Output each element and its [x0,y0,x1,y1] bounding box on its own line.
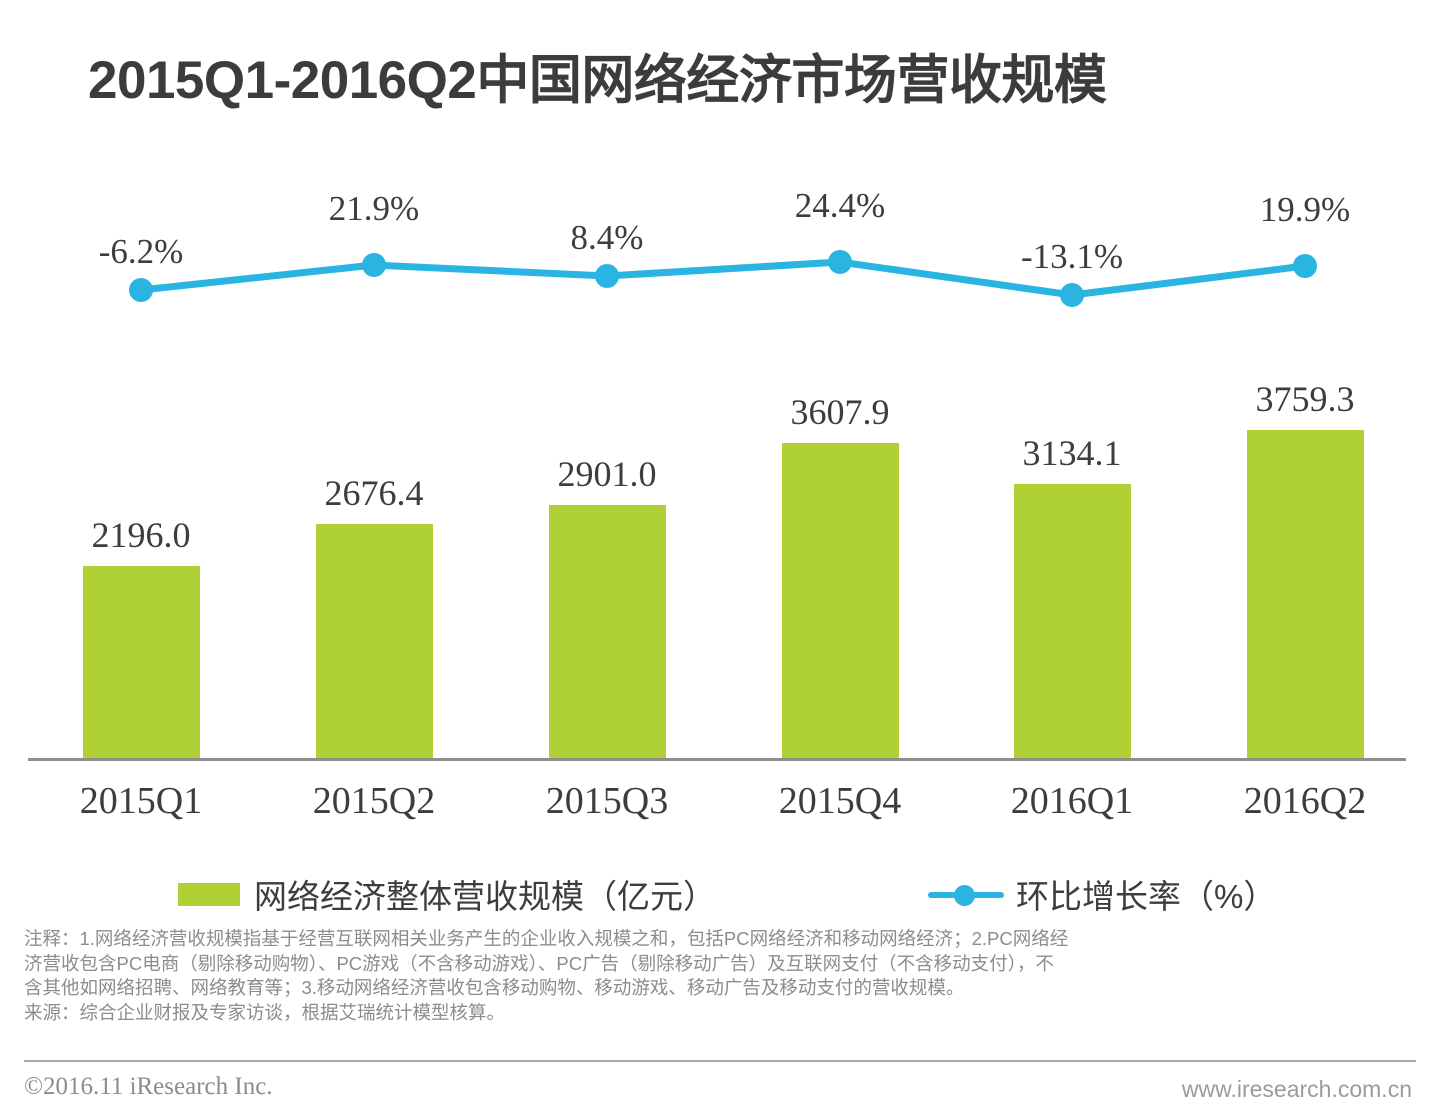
growth-rate-label-2015Q3: 8.4% [570,218,644,257]
line-point-2015Q2 [362,253,386,277]
footer-divider [24,1060,1416,1062]
line-point-2015Q4 [828,250,852,274]
bar-2016Q1 [1013,484,1131,758]
legend-line-swatch-icon [928,881,1004,907]
line-point-2015Q1 [129,278,153,302]
line-point-2015Q3 [595,264,619,288]
bar-2015Q1 [82,566,200,758]
bar-value-label-2015Q1: 2196.0 [91,515,191,555]
bar-value-label-2016Q2: 3759.3 [1255,379,1355,419]
website-link[interactable]: www.iresearch.com.cn [1181,1076,1412,1102]
bar-value-label-2015Q4: 3607.9 [790,392,890,432]
line-point-2016Q2 [1293,254,1317,278]
x-axis-label-2015Q1: 2015Q1 [79,780,203,822]
footnote-line-3: 含其他如网络招聘、网络教育等；3.移动网络经济营收包含移动购物、移动游戏、移动广… [24,977,965,998]
bar-value-label-2015Q3: 2901.0 [557,454,657,494]
bar-2015Q2 [315,524,433,758]
footnote-line-1: 注释：1.网络经济营收规模指基于经营互联网相关业务产生的企业收入规模之和，包括P… [24,928,1069,949]
legend-item-growth-rate-label: 环比增长率（%） [1016,878,1277,915]
x-axis-label-2015Q2: 2015Q2 [312,780,436,822]
bar-2016Q2 [1246,430,1364,758]
growth-rate-label-2016Q1: -13.1% [1020,237,1124,276]
page-title: 2015Q1-2016Q2中国网络经济市场营收规模 [88,51,1107,110]
bar-value-label-2016Q1: 3134.1 [1022,433,1122,473]
x-axis-label-2015Q3: 2015Q3 [545,780,669,822]
legend-item-growth-rate[interactable]: 环比增长率（%） [928,866,1276,922]
growth-rate-label-2016Q2: 19.9% [1259,190,1351,229]
line-point-2016Q1 [1060,283,1084,307]
copyright-text: ©2016.11 iResearch Inc. [24,1073,273,1100]
growth-rate-label-2015Q1: -6.2% [98,232,184,271]
x-axis-line [28,758,1406,761]
legend-item-revenue-label: 网络经济整体营收规模（亿元） [254,878,716,915]
footnote-line-4: 来源：综合企业财报及专家访谈，根据艾瑞统计模型核算。 [24,1001,506,1023]
growth-rate-label-2015Q4: 24.4% [794,186,886,225]
legend-bar-swatch-icon [178,882,240,906]
bar-2015Q3 [548,505,666,758]
x-axis-label-2016Q2: 2016Q2 [1243,780,1367,822]
growth-rate-label-2015Q2: 21.9% [328,189,420,228]
footnote-line-2: 济营收包含PC电商（剔除移动购物）、PC游戏（不含移动游戏）、PC广告（剔除移动… [24,952,1054,974]
chart-legend: 网络经济整体营收规模（亿元） 环比增长率（%） [0,866,1436,922]
x-axis-label-2016Q1: 2016Q1 [1010,780,1134,822]
legend-item-revenue[interactable]: 网络经济整体营收规模（亿元） [178,866,716,922]
footnotes: 注释：1.网络经济营收规模指基于经营互联网相关业务产生的企业收入规模之和，包括P… [24,927,1420,1025]
x-axis-label-2015Q4: 2015Q4 [778,780,902,822]
bar-2015Q4 [781,443,899,758]
chart-plot-area: 2196.0 2676.4 2901.0 3607.9 3134.1 3759.3 -6.2… [28,186,1406,822]
bar-value-label-2015Q2: 2676.4 [324,473,424,513]
